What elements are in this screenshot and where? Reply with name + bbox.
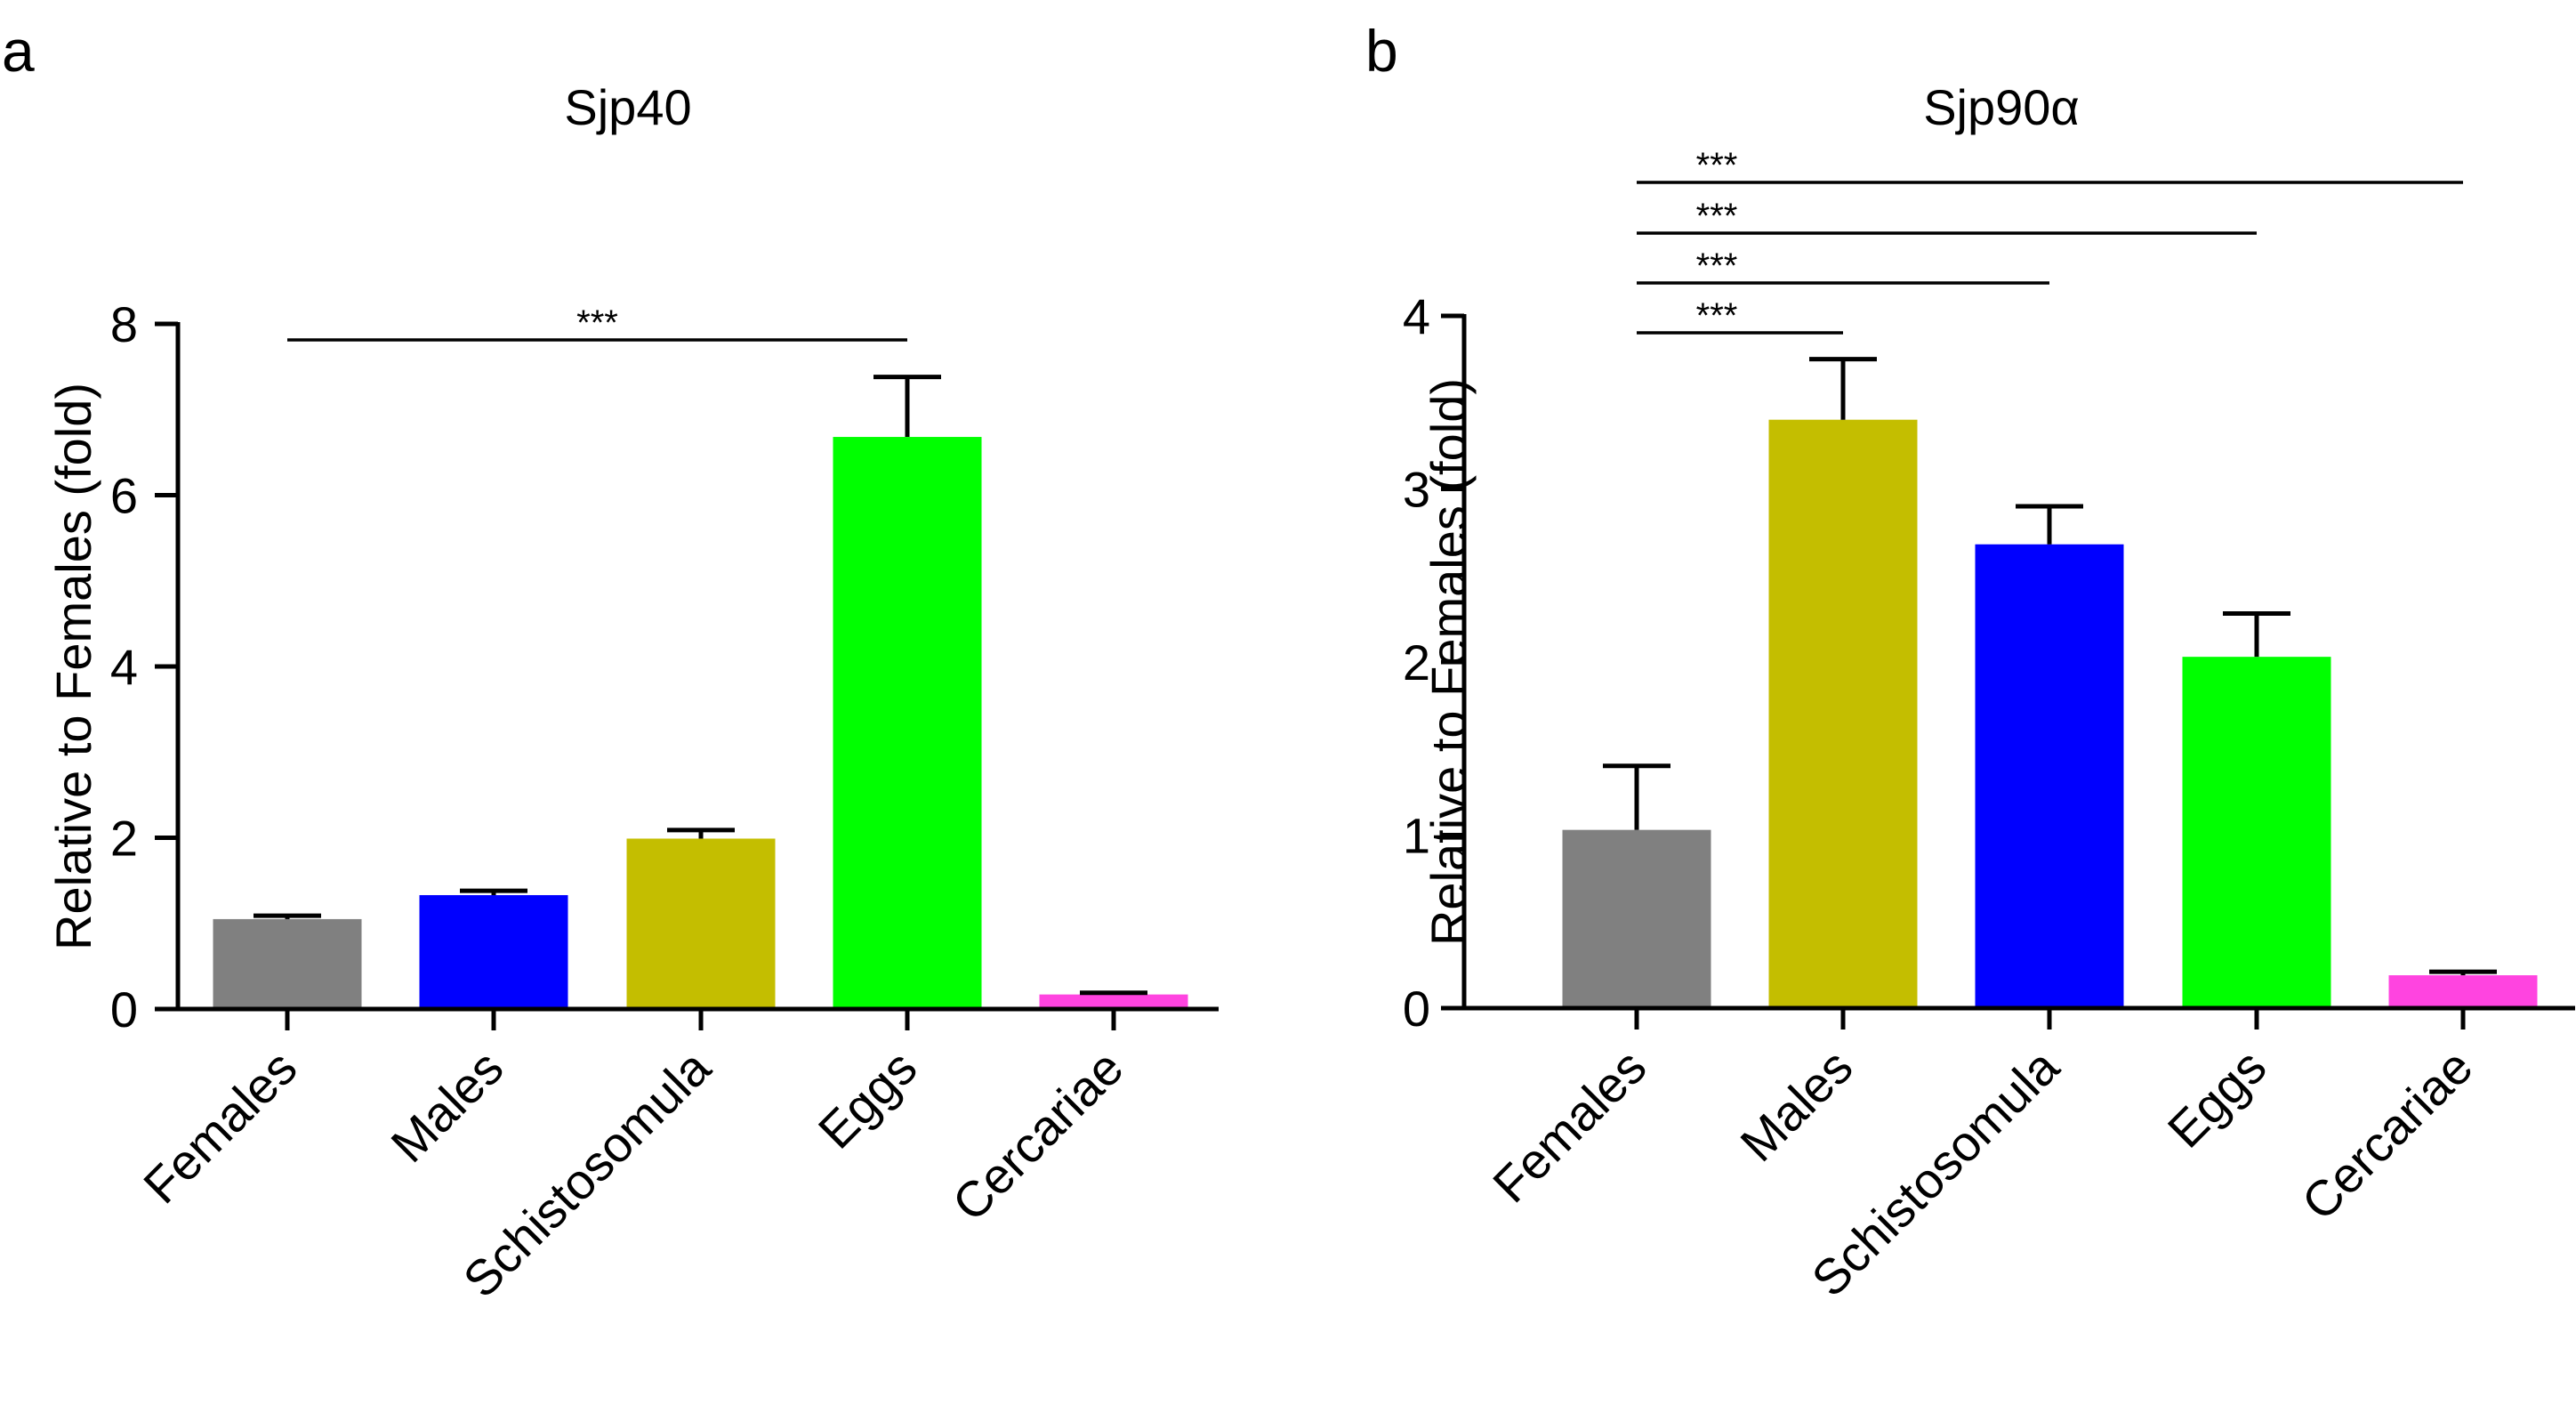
y-tick-label: 0	[110, 981, 138, 1038]
y-axis-label: Relative to Females (fold)	[45, 383, 101, 950]
y-tick-label: 2	[1403, 634, 1430, 690]
bar-schistosomula	[1975, 544, 2124, 1008]
chart-title: Sjp40	[564, 79, 691, 135]
panel-label: a	[2, 18, 35, 84]
x-tick-label-eggs: Eggs	[808, 1039, 928, 1159]
bar-eggs	[2182, 657, 2331, 1008]
x-tick-label-cercariae: Cercariae	[941, 1039, 1133, 1231]
bar-eggs	[833, 437, 982, 1009]
y-tick-label: 4	[110, 639, 138, 695]
significance-label: ***	[576, 303, 618, 343]
significance-label: ***	[1696, 246, 1738, 286]
bar-cercariae	[2388, 975, 2538, 1008]
significance-label: ***	[1696, 296, 1738, 335]
y-tick-label: 6	[110, 468, 138, 524]
y-tick-label: 1	[1403, 808, 1430, 864]
x-tick-label-females: Females	[1482, 1038, 1656, 1213]
y-tick-label: 3	[1403, 462, 1430, 518]
x-tick-label-males: Males	[1729, 1038, 1863, 1172]
bar-females	[213, 918, 362, 1009]
y-tick-label: 4	[1403, 288, 1430, 344]
x-tick-label-cercariae: Cercariae	[2290, 1038, 2483, 1231]
x-tick-label-females: Females	[133, 1039, 307, 1214]
significance-label: ***	[1696, 146, 1738, 185]
y-tick-label: 2	[110, 811, 138, 867]
significance-label: ***	[1696, 197, 1738, 236]
bar-males	[1768, 419, 1918, 1008]
x-tick-label-eggs: Eggs	[2157, 1038, 2277, 1159]
bar-cercariae	[1039, 994, 1188, 1009]
y-tick-label: 8	[110, 296, 138, 352]
y-tick-label: 0	[1403, 981, 1430, 1037]
chart-title: Sjp90α	[1923, 79, 2080, 135]
panel-label: b	[1365, 18, 1398, 84]
bar-males	[419, 894, 568, 1009]
x-tick-label-males: Males	[380, 1039, 513, 1173]
bar-schistosomula	[626, 838, 776, 1009]
bar-females	[1562, 829, 1711, 1008]
